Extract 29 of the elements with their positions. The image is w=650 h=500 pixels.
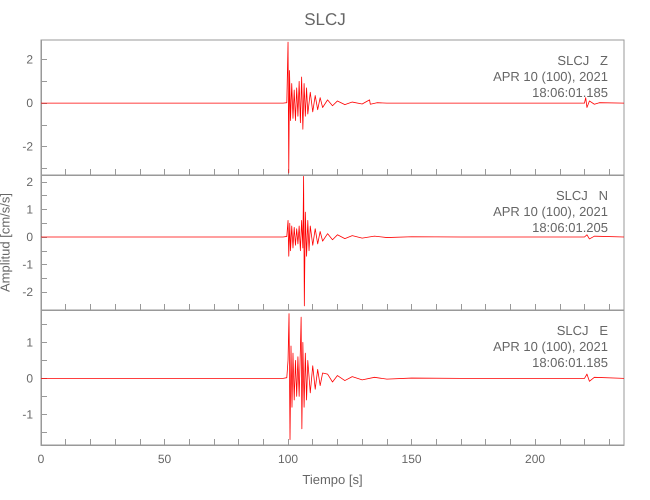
x-tick-label: 200 <box>525 452 546 466</box>
y-tick-label: 2 <box>26 174 34 189</box>
chart-title: SLCJ <box>304 10 346 29</box>
annotation: 18:06:01.185 <box>532 355 608 370</box>
annotation: SLCJ E <box>556 323 608 338</box>
annotation: SLCJ N <box>556 188 608 203</box>
y-tick-label: -2 <box>22 285 34 300</box>
x-tick-label: 150 <box>402 452 422 466</box>
y-tick-label: 2 <box>26 52 34 67</box>
y-tick-label: -1 <box>22 407 34 422</box>
y-tick-label: -1 <box>22 258 34 272</box>
annotation: APR 10 (100), 2021 <box>493 69 608 84</box>
y-tick-label: 0 <box>26 230 34 244</box>
y-tick-label: 0 <box>26 371 34 386</box>
annotation: 18:06:01.185 <box>532 85 608 100</box>
y-axis-title: Amplitud [cm/s/s] <box>0 193 12 292</box>
annotation: SLCJ Z <box>557 53 608 68</box>
annotation: 18:06:01.205 <box>532 220 608 235</box>
y-tick-label: 0 <box>26 96 34 110</box>
y-tick-label: 1 <box>26 202 34 216</box>
y-tick-label: 1 <box>26 335 34 350</box>
annotation: APR 10 (100), 2021 <box>493 339 608 354</box>
x-axis-title: Tiempo [s] <box>302 472 363 487</box>
x-tick-label: 0 <box>38 452 45 466</box>
annotation: APR 10 (100), 2021 <box>493 204 608 219</box>
x-tick-label: 100 <box>278 452 298 466</box>
line-series <box>40 313 624 440</box>
y-tick-label: -2 <box>22 140 34 154</box>
x-tick-label: 50 <box>158 452 172 466</box>
